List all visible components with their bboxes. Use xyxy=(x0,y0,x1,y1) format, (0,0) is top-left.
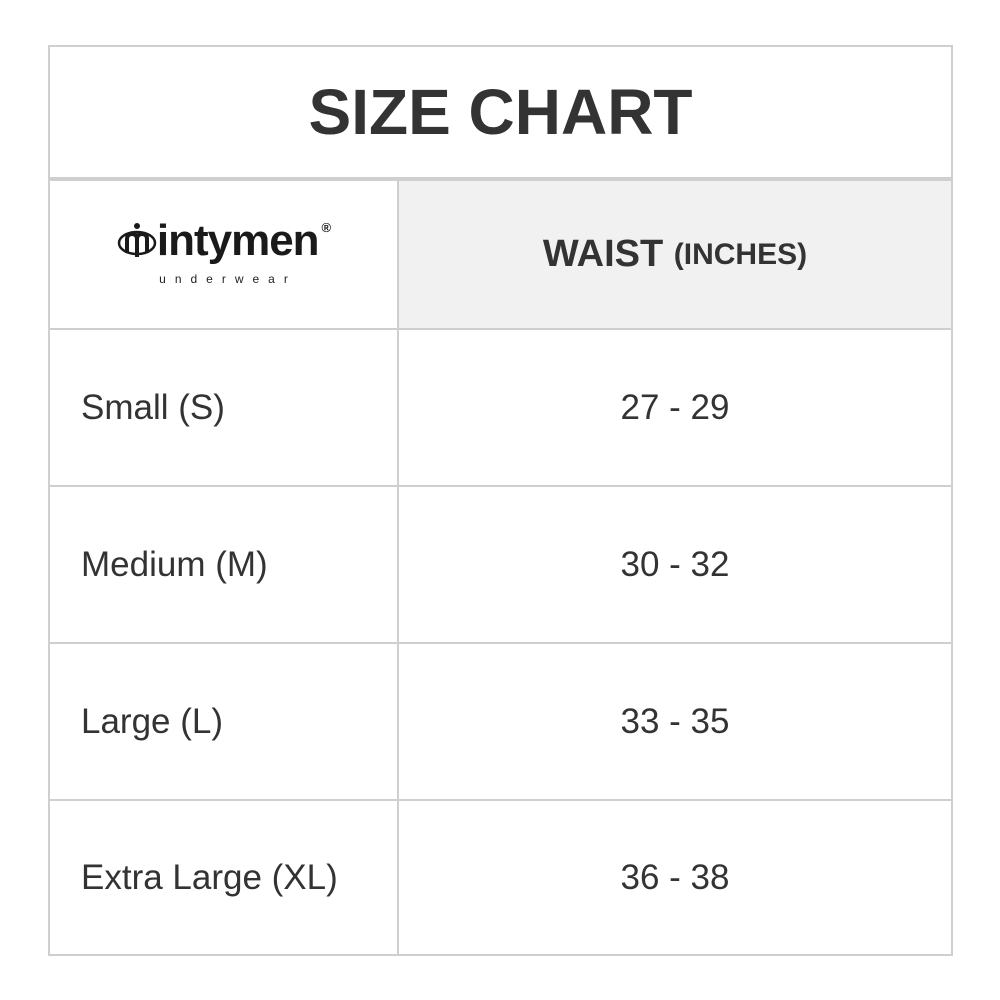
table-row: Extra Large (XL) 36 - 38 xyxy=(50,801,951,955)
page-title: SIZE CHART xyxy=(50,47,951,181)
waist-cell: 30 - 32 xyxy=(620,544,730,584)
table-row: Small (S) 27 - 29 xyxy=(50,330,951,487)
waist-cell: 27 - 29 xyxy=(620,387,730,427)
logo-subtitle: underwear xyxy=(159,271,297,286)
waist-header: WAIST (INCHES) xyxy=(399,181,951,328)
size-cell: Medium (M) xyxy=(50,487,399,642)
size-cell: Large (L) xyxy=(50,644,399,799)
logo-emblem-icon xyxy=(117,222,157,257)
table-row: Medium (M) 30 - 32 xyxy=(50,487,951,644)
unit-label: (INCHES) xyxy=(673,237,808,271)
logo-cell: intymen ® underwear xyxy=(50,181,399,328)
registered-mark: ® xyxy=(321,219,332,235)
waist-cell: 33 - 35 xyxy=(620,701,730,741)
waist-cell: 36 - 38 xyxy=(620,858,730,897)
logo-brand-text: intymen xyxy=(156,215,320,265)
brand-logo: intymen ® underwear xyxy=(117,215,332,286)
size-cell: Extra Large (XL) xyxy=(50,801,399,955)
size-chart-table: SIZE CHART intymen ® underwear WAIST (IN… xyxy=(48,45,953,956)
size-cell: Small (S) xyxy=(50,330,399,485)
header-row: intymen ® underwear WAIST (INCHES) xyxy=(50,181,951,330)
waist-label: WAIST xyxy=(542,233,664,275)
table-row: Large (L) 33 - 35 xyxy=(50,644,951,801)
